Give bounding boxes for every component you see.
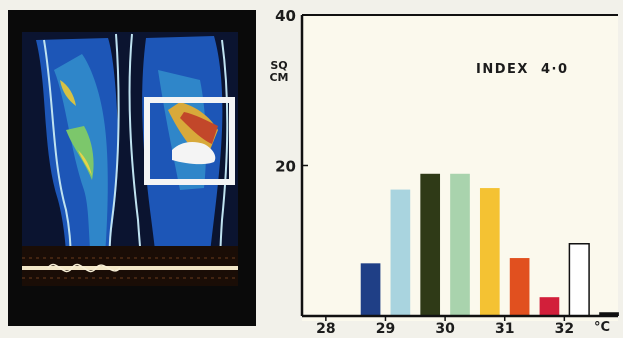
bar-9: [599, 312, 619, 316]
y-tick-label-40: 40: [275, 7, 296, 25]
y-tick-label-20: 20: [275, 158, 296, 176]
y-axis-label-line1: SQ: [270, 59, 287, 72]
bars-layer: [360, 173, 619, 317]
index-annotation: INDEX 4·0: [476, 62, 569, 77]
bar-7: [539, 297, 560, 316]
x-tick-label-31: 31: [495, 321, 514, 337]
bar-1: [360, 263, 381, 316]
bar-6: [509, 258, 530, 316]
bar-2: [390, 189, 411, 316]
bar-4: [450, 173, 470, 316]
x-tick-label-29: 29: [376, 321, 395, 337]
x-tick-label-28: 28: [316, 321, 335, 337]
x-tick-label-32: 32: [555, 321, 574, 337]
thermogram-image: [8, 10, 256, 326]
bar-3: [420, 173, 441, 316]
bar-5: [479, 188, 500, 316]
bar-8: [568, 243, 590, 317]
x-ticks: 28 29 30 31 32: [316, 316, 574, 337]
x-unit-label: °C: [594, 320, 610, 335]
x-tick-label-30: 30: [435, 321, 455, 337]
y-axis-label-line2: CM: [269, 71, 288, 84]
